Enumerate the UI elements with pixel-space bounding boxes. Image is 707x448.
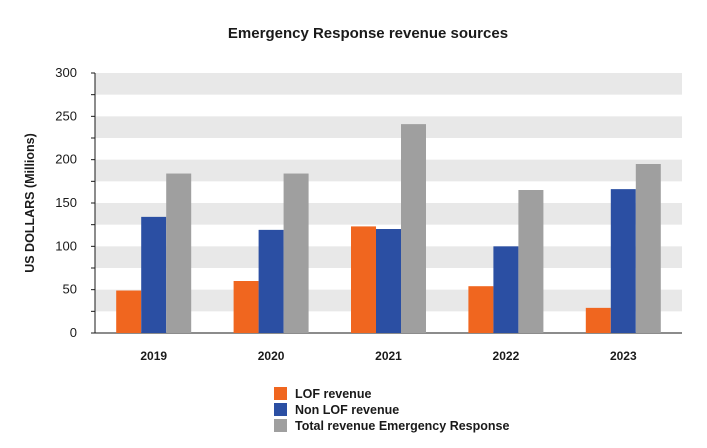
x-tick-label: 2019 <box>140 349 167 363</box>
bar <box>610 189 636 333</box>
bars <box>116 124 661 333</box>
y-ticks: 0 50 100 150 200 250 300 <box>55 65 95 340</box>
x-tick-label: 2022 <box>493 349 520 363</box>
bar <box>283 173 309 333</box>
bar <box>468 286 494 333</box>
bar <box>635 164 661 333</box>
bar <box>518 190 544 333</box>
grid-band <box>95 116 682 138</box>
x-tick-label: 2020 <box>258 349 285 363</box>
y-tick-label: 150 <box>55 195 77 210</box>
chart-title: Emergency Response revenue sources <box>228 25 508 42</box>
y-axis-label: US DOLLARS (Millions) <box>23 133 37 273</box>
y-tick-label: 300 <box>55 65 77 80</box>
legend-swatch <box>274 419 287 432</box>
bar <box>376 229 401 333</box>
legend-label: Non LOF revenue <box>295 403 399 417</box>
bar <box>351 226 376 333</box>
grid-band <box>95 159 682 182</box>
y-tick-label: 250 <box>55 108 77 123</box>
bar <box>401 124 426 333</box>
y-tick-label: 200 <box>55 152 77 167</box>
bar <box>141 216 167 333</box>
legend: LOF revenue Non LOF revenue Total revenue … <box>274 387 509 433</box>
bar <box>493 246 519 333</box>
legend-swatch <box>274 403 287 416</box>
y-tick-label: 50 <box>63 282 77 297</box>
bar <box>585 307 611 333</box>
bar <box>233 281 259 333</box>
x-tick-label: 2023 <box>610 349 637 363</box>
x-tick-label: 2021 <box>375 349 402 363</box>
bar <box>166 173 192 333</box>
legend-label: LOF revenue <box>295 387 371 401</box>
bar <box>258 229 284 333</box>
y-tick-label: 0 <box>70 325 77 340</box>
bar <box>116 290 142 333</box>
x-ticks: 2019 2020 2021 2022 2023 <box>140 349 637 363</box>
legend-label: Total revenue Emergency Response <box>295 419 509 433</box>
legend-swatch <box>274 387 287 400</box>
y-tick-label: 100 <box>55 238 77 253</box>
grid-band <box>95 73 682 95</box>
